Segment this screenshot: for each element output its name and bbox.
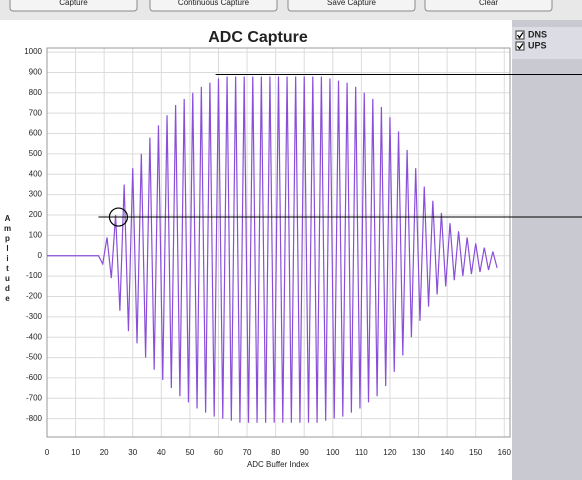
button[interactable] [9,0,138,12]
y-tick-label: -500 [26,353,43,362]
button-label: Clear [479,0,498,7]
x-axis-label: ADC Buffer Index [247,460,309,469]
button[interactable] [149,0,278,12]
button[interactable] [287,0,416,12]
x-tick-label: 40 [157,448,166,457]
legend-checkbox[interactable] [515,30,525,40]
checkmark [516,32,524,39]
x-tick-label: 90 [300,448,309,457]
button-label: Continuous Capture [178,0,250,7]
legend-label: DNS [528,29,547,39]
x-tick-label: 30 [128,448,137,457]
x-tick-label: 130 [412,448,426,457]
plot-frame [46,47,511,438]
button[interactable] [424,0,553,12]
x-tick-label: 10 [71,448,80,457]
legend-label: UPS [528,40,547,50]
x-tick-label: 120 [383,448,397,457]
y-tick-label: -400 [26,332,43,341]
legend-checkbox[interactable] [515,41,525,51]
side-panel [512,20,582,480]
cursor-marker [108,207,129,227]
x-tick-label: 0 [45,448,50,457]
checkmark [516,43,524,50]
y-tick-label: 400 [29,169,43,178]
y-tick-label: 100 [29,230,43,239]
y-tick-label: 800 [29,88,43,97]
y-tick-label: -200 [26,292,43,301]
y-tick-label: -700 [26,393,43,402]
x-tick-label: 100 [326,448,340,457]
y-axis-label: Amplitude [3,214,12,304]
x-tick-label: 20 [100,448,109,457]
y-tick-label: 600 [29,129,43,138]
x-tick-label: 110 [355,448,368,457]
y-tick-label: 900 [29,68,43,77]
data-line [47,76,498,423]
x-tick-label: 50 [185,448,194,457]
x-tick-label: 70 [243,448,252,457]
x-tick-label: 150 [469,448,483,457]
y-tick-label: -800 [26,414,43,423]
y-tick-label: -600 [26,373,43,382]
chart-title: ADC Capture [208,29,308,46]
x-tick-label: 80 [271,448,280,457]
y-tick-label: 500 [29,149,43,158]
y-tick-label: 300 [29,190,43,199]
button-label: Save Capture [327,0,376,7]
y-tick-label: 0 [38,251,43,260]
y-tick-label: 700 [29,108,43,117]
y-tick-label: -300 [26,312,43,321]
y-tick-label: 200 [29,210,43,219]
y-tick-label: -100 [26,271,43,280]
y-tick-label: 1000 [24,47,42,56]
x-tick-label: 160 [498,448,512,457]
button-label: Capture [59,0,88,7]
x-tick-label: 60 [214,448,223,457]
x-tick-label: 140 [440,448,454,457]
